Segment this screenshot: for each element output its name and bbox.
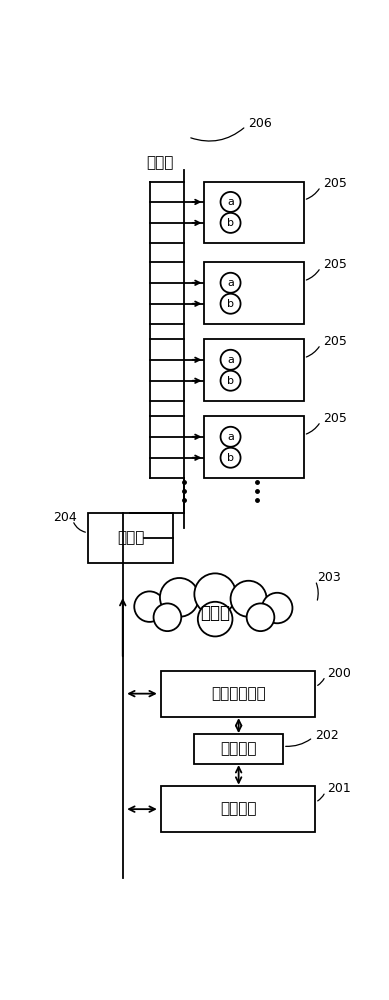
Text: a: a — [227, 432, 234, 442]
Text: b: b — [227, 453, 234, 463]
Circle shape — [134, 591, 165, 622]
Circle shape — [221, 427, 240, 447]
Text: b: b — [227, 218, 234, 228]
Circle shape — [194, 573, 236, 615]
Text: 205: 205 — [323, 335, 347, 348]
Bar — [203, 262, 304, 324]
Text: 201: 201 — [328, 782, 351, 795]
Text: 205: 205 — [323, 412, 347, 425]
Bar — [203, 339, 304, 401]
Circle shape — [221, 273, 240, 293]
Text: 205: 205 — [323, 258, 347, 271]
Text: a: a — [227, 278, 234, 288]
Circle shape — [134, 591, 165, 622]
Circle shape — [221, 350, 240, 370]
Circle shape — [160, 578, 199, 617]
Circle shape — [247, 603, 274, 631]
Text: 电信局: 电信局 — [117, 530, 144, 545]
Text: 因特网: 因特网 — [200, 604, 230, 622]
Circle shape — [247, 603, 274, 631]
Text: a: a — [227, 197, 234, 207]
Text: 205: 205 — [323, 177, 347, 190]
Circle shape — [154, 603, 181, 631]
Text: b: b — [227, 299, 234, 309]
Circle shape — [198, 602, 233, 636]
Text: 交流电: 交流电 — [147, 155, 174, 170]
Text: a: a — [227, 355, 234, 365]
Bar — [161, 786, 315, 832]
Bar — [203, 416, 304, 478]
Bar — [203, 182, 304, 243]
Text: 206: 206 — [248, 117, 272, 130]
Bar — [194, 734, 283, 764]
Circle shape — [231, 581, 266, 617]
Text: 电力公司: 电力公司 — [220, 802, 256, 817]
Circle shape — [262, 593, 293, 623]
Circle shape — [221, 192, 240, 212]
Circle shape — [198, 602, 233, 636]
Circle shape — [221, 448, 240, 468]
Circle shape — [221, 294, 240, 314]
Text: 200: 200 — [328, 667, 351, 680]
Circle shape — [221, 371, 240, 391]
Circle shape — [160, 578, 199, 617]
Circle shape — [154, 603, 181, 631]
Text: b: b — [227, 376, 234, 386]
Text: 204: 204 — [53, 511, 77, 524]
Circle shape — [262, 593, 293, 623]
Bar — [161, 671, 315, 717]
Circle shape — [194, 573, 236, 615]
Circle shape — [231, 581, 266, 617]
Text: 数据装置: 数据装置 — [221, 742, 257, 757]
Text: 202: 202 — [315, 729, 339, 742]
Text: 廉价电力公司: 廉价电力公司 — [211, 686, 266, 701]
Text: 203: 203 — [317, 571, 341, 584]
Bar — [88, 513, 173, 563]
Circle shape — [221, 213, 240, 233]
